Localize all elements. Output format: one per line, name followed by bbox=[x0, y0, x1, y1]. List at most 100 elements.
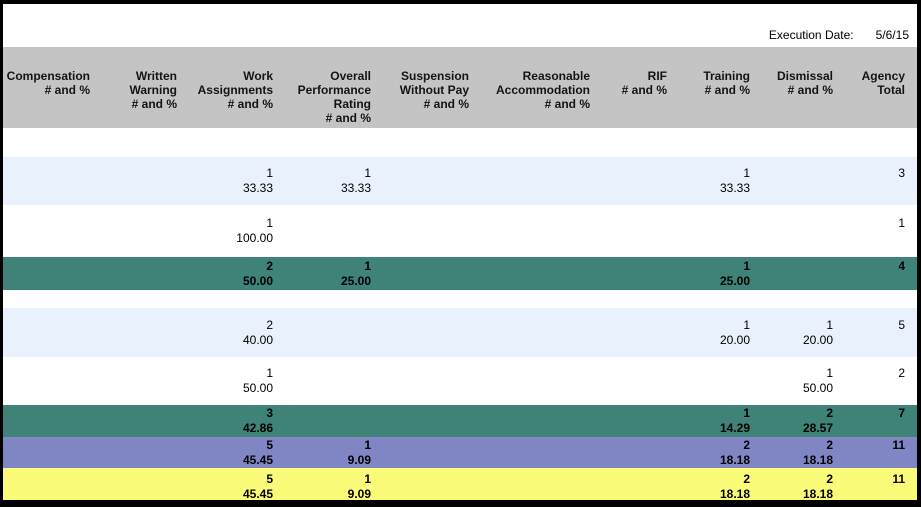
table-cell-rif bbox=[590, 366, 667, 396]
cell-count bbox=[3, 259, 90, 274]
table-cell-reasonable_accommodation bbox=[469, 472, 590, 501]
table-cell-suspension_without_pay bbox=[371, 128, 469, 158]
cell-percent: 33.33 bbox=[719, 181, 750, 195]
table-cell-suspension_without_pay bbox=[371, 318, 469, 348]
table-row: 1 50.00 1 50.00 2 bbox=[3, 357, 917, 405]
cell-count bbox=[177, 128, 273, 143]
cell-count: 2 bbox=[898, 366, 905, 380]
cell-count: 2 bbox=[826, 437, 833, 452]
table-cell-dismissal: 2 28.57 bbox=[750, 406, 833, 436]
table-cell-reasonable_accommodation bbox=[469, 366, 590, 396]
cell-count bbox=[90, 472, 177, 487]
cell-count bbox=[750, 284, 833, 299]
cell-percent bbox=[3, 181, 90, 196]
cell-percent bbox=[590, 333, 667, 348]
table-cell-suspension_without_pay bbox=[371, 438, 469, 468]
cell-count bbox=[469, 406, 590, 421]
cell-percent bbox=[371, 143, 469, 158]
table-cell-compensation bbox=[3, 166, 90, 196]
table-cell-overall_performance: 1 9.09 bbox=[273, 472, 371, 501]
cell-percent bbox=[833, 231, 905, 246]
table-cell-agency_total: 4 bbox=[833, 259, 905, 289]
table-cell-reasonable_accommodation bbox=[469, 216, 590, 246]
cell-count bbox=[90, 216, 177, 231]
cell-percent bbox=[3, 487, 90, 501]
cell-percent: 100.00 bbox=[236, 231, 273, 245]
cell-count bbox=[590, 216, 667, 231]
cell-percent bbox=[90, 143, 177, 158]
cell-count: 1 bbox=[364, 166, 371, 180]
cell-percent bbox=[3, 231, 90, 246]
header-cell-line: # and % bbox=[44, 83, 90, 97]
header-cell-line: Overall bbox=[330, 69, 371, 83]
cell-percent bbox=[371, 231, 469, 246]
header-cell-line: Compensation bbox=[6, 69, 90, 83]
table-cell-training: 1 33.33 bbox=[667, 166, 750, 196]
cell-count bbox=[3, 318, 90, 333]
header-cell-rif: RIF # and % bbox=[590, 69, 667, 128]
table-cell-written_warning bbox=[90, 128, 177, 158]
cell-percent bbox=[469, 333, 590, 348]
header-cell-line: Suspension bbox=[400, 69, 469, 83]
table-cell-compensation bbox=[3, 406, 90, 436]
header-cell-line: # and % bbox=[131, 97, 177, 111]
cell-count bbox=[750, 216, 833, 231]
table-cell-training bbox=[667, 128, 750, 158]
cell-percent bbox=[750, 231, 833, 246]
cell-count bbox=[273, 284, 371, 299]
cell-count: 2 bbox=[826, 406, 833, 420]
cell-count bbox=[371, 366, 469, 381]
cell-percent bbox=[590, 143, 667, 158]
cell-percent bbox=[273, 231, 371, 246]
cell-count bbox=[469, 366, 590, 381]
cell-count bbox=[90, 318, 177, 333]
table-cell-work_assignments: 2 40.00 bbox=[177, 318, 273, 348]
table-cell-written_warning bbox=[90, 406, 177, 436]
header-cell-compensation: Compensation # and % bbox=[3, 69, 90, 128]
table-cell-rif bbox=[590, 216, 667, 246]
cell-count: 1 bbox=[266, 166, 273, 180]
header-cell-line: Performance bbox=[297, 83, 371, 97]
table-cell-work_assignments: 2 50.00 bbox=[177, 259, 273, 289]
cell-percent: 33.33 bbox=[340, 181, 371, 195]
cell-count bbox=[90, 128, 177, 143]
cell-percent bbox=[667, 143, 750, 158]
cell-count bbox=[3, 128, 90, 143]
table-cell-rif bbox=[590, 318, 667, 348]
cell-count: 1 bbox=[364, 258, 371, 273]
table-header-row: Compensation # and % Written Warning # and %… bbox=[3, 47, 917, 128]
table-row: 5 45.45 1 9.09 2 18.18 2 18.18 11 bbox=[3, 437, 917, 468]
table-row: 2 40.00 1 20.00 1 20.00 5 bbox=[3, 308, 917, 357]
cell-percent: 9.09 bbox=[347, 486, 371, 501]
cell-count: 2 bbox=[743, 437, 750, 452]
cell-count: 2 bbox=[743, 471, 750, 486]
cell-percent bbox=[371, 421, 469, 436]
cell-percent bbox=[469, 181, 590, 196]
table-cell-written_warning bbox=[90, 166, 177, 196]
cell-count: 5 bbox=[266, 437, 273, 452]
cell-count bbox=[371, 318, 469, 333]
cell-count: 4 bbox=[898, 258, 905, 273]
cell-count bbox=[371, 284, 469, 299]
cell-percent: 25.00 bbox=[719, 273, 750, 288]
table-cell-training bbox=[667, 366, 750, 396]
cell-percent bbox=[469, 143, 590, 158]
header-cell-line: Without Pay bbox=[399, 83, 469, 97]
table-cell-dismissal: 2 18.18 bbox=[750, 438, 833, 468]
cell-percent bbox=[90, 231, 177, 246]
table-cell-work_assignments: 3 42.86 bbox=[177, 406, 273, 436]
table-row: 3 42.86 1 14.29 2 28.57 7 bbox=[3, 405, 917, 437]
table-cell-agency_total: 5 bbox=[833, 318, 905, 348]
cell-count: 1 bbox=[364, 471, 371, 486]
header-cell-line: Reasonable bbox=[522, 69, 590, 83]
cell-count bbox=[371, 216, 469, 231]
table-cell-dismissal: 1 20.00 bbox=[750, 318, 833, 348]
header-cell-agency_total: Agency Total bbox=[833, 69, 905, 128]
cell-count bbox=[371, 166, 469, 181]
cell-percent bbox=[90, 181, 177, 196]
header-cell-training: Training # and % bbox=[667, 69, 750, 128]
cell-percent bbox=[833, 421, 905, 436]
cell-percent bbox=[833, 453, 905, 468]
cell-count bbox=[177, 284, 273, 299]
cell-percent bbox=[590, 453, 667, 468]
